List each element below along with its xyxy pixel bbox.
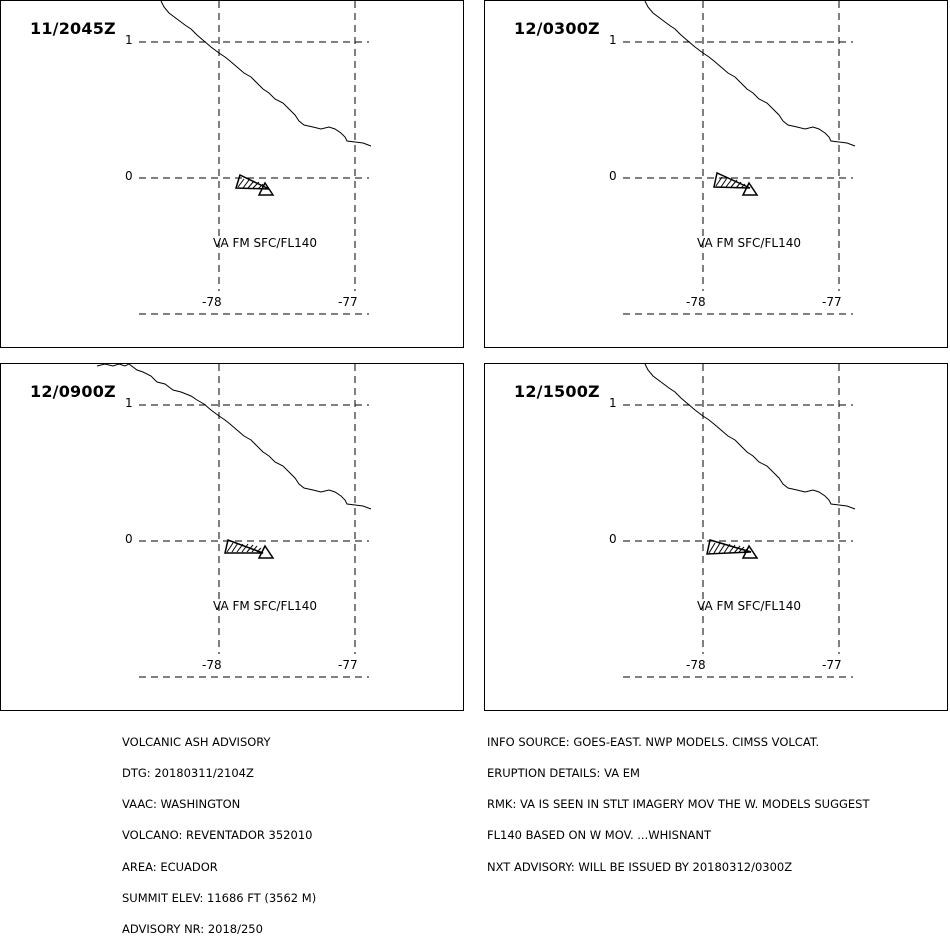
lat-label-bottom: 0 [609,532,617,546]
lat-label-bottom: 0 [609,169,617,183]
map-panel-2: 12/0300Z 1 0 -78 -77 VA FM SFC/FL140 [484,0,948,348]
advisory-summit-elev: SUMMIT ELEV: 11686 FT (3562 M) [122,890,317,905]
lon-label-left: -78 [686,658,706,672]
map-canvas [623,1,856,315]
map-panel-1: 11/2045Z 1 0 -78 -77 VA FM SFC/FL140 [0,0,464,348]
lon-label-right: -77 [822,295,842,309]
va-height-label: VA FM SFC/FL140 [213,236,317,250]
lon-label-right: -77 [338,658,358,672]
advisory-vaac: VAAC: WASHINGTON [122,797,241,812]
vent-triangle [257,544,275,559]
vent-triangle [257,181,275,196]
va-height-label: VA FM SFC/FL140 [697,599,801,613]
panel-time-label: 11/2045Z [30,19,116,38]
va-height-label: VA FM SFC/FL140 [213,599,317,613]
lat-label-bottom: 0 [125,532,133,546]
ash-polygon [234,173,270,190]
advisory-remarks: RMK: VA IS SEEN IN STLT IMAGERY MOV THE … [487,797,870,812]
coastline [96,364,372,510]
lon-label-right: -77 [338,295,358,309]
ash-cloud [706,539,759,559]
ash-polygon [224,538,264,554]
advisory-info-left: VOLCANIC ASH ADVISORY DTG: 20180311/2104… [122,716,316,945]
advisory-eruption-details: ERUPTION DETAILS: VA EM [487,766,640,781]
vent-triangle [741,181,759,196]
ash-cloud [713,171,759,196]
lat-label-top: 1 [609,396,617,410]
coastline [644,1,856,147]
coastline [160,1,372,147]
vent-triangle [741,544,759,559]
advisory-info-right: INFO SOURCE: GOES-EAST. NWP MODELS. CIMS… [487,716,869,882]
map-panel-4: 12/1500Z 1 0 -78 -77 VA FM SFC/FL140 [484,363,948,711]
coastline [644,364,856,510]
advisory-remarks-cont: FL140 BASED ON W MOV. ...WHISNANT [487,828,712,843]
lon-label-right: -77 [822,658,842,672]
lat-label-bottom: 0 [125,169,133,183]
lon-label-left: -78 [202,658,222,672]
advisory-next: NXT ADVISORY: WILL BE ISSUED BY 20180312… [487,859,793,874]
advisory-volcano: VOLCANO: REVENTADOR 352010 [122,828,313,843]
lon-label-left: -78 [686,295,706,309]
map-panel-3: 12/0900Z 1 0 -78 -77 VA FM SFC/FL140 [0,363,464,711]
lat-label-top: 1 [125,33,133,47]
advisory-area: AREA: ECUADOR [122,859,218,874]
advisory-dtg: DTG: 20180311/2104Z [122,766,254,781]
advisory-number: ADVISORY NR: 2018/250 [122,922,263,937]
lat-label-top: 1 [125,396,133,410]
advisory-info-source: INFO SOURCE: GOES-EAST. NWP MODELS. CIMS… [487,734,820,749]
map-canvas [96,364,372,678]
map-canvas [623,364,856,678]
lat-label-top: 1 [609,33,617,47]
panel-time-label: 12/0900Z [30,382,116,401]
advisory-title: VOLCANIC ASH ADVISORY [122,734,271,749]
lon-label-left: -78 [202,295,222,309]
va-height-label: VA FM SFC/FL140 [697,236,801,250]
panel-time-label: 12/0300Z [514,19,600,38]
panel-time-label: 12/1500Z [514,382,600,401]
ash-cloud [224,538,275,559]
ash-polygon [713,171,751,189]
ash-cloud [234,173,275,196]
map-canvas [139,1,372,315]
